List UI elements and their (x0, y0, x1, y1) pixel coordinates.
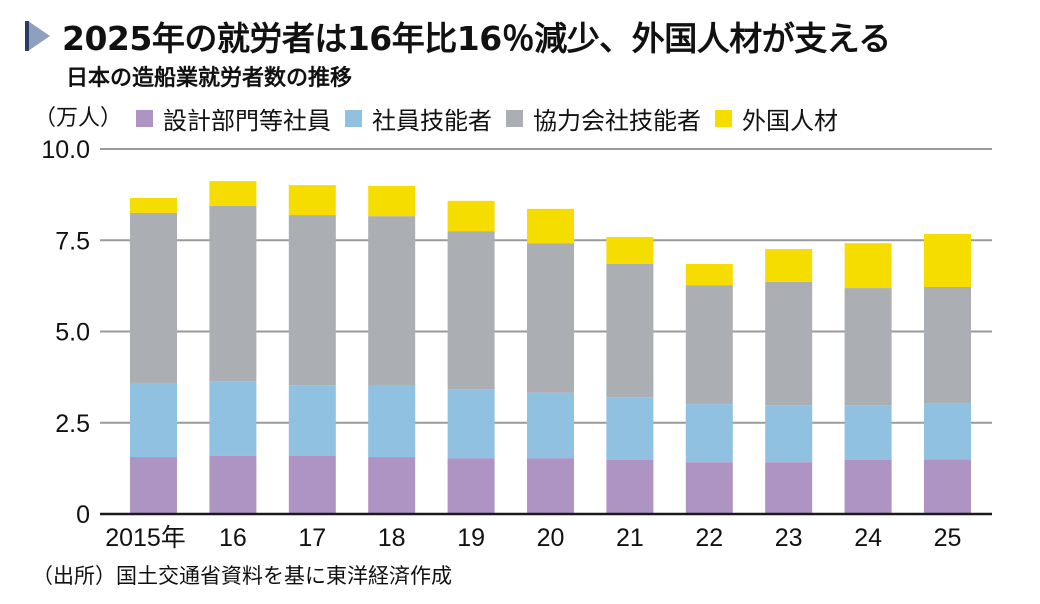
x-tick-label: 23 (775, 524, 803, 552)
bar-segment (606, 459, 654, 514)
bar-segment (527, 243, 574, 393)
bar-segment (844, 459, 892, 514)
y-tick-label: 10.0 (41, 136, 90, 164)
title-row: 2025年の就労者は16年比16％減少、外国人材が支える (25, 14, 891, 58)
bar-segment (130, 212, 177, 383)
x-tick-label: 24 (854, 524, 882, 552)
bar-segment (209, 181, 257, 206)
bar-segment (685, 462, 733, 514)
legend-item-employee-technicians: 社員技能者 (345, 101, 492, 136)
legend-swatch-subcontractor-technicians (506, 110, 523, 127)
bar-stack-0 (130, 197, 177, 514)
y-axis-unit-label: （万人） (34, 106, 123, 131)
y-tick-label: 0 (76, 501, 90, 529)
legend-item-design-staff: 設計部門等社員 (136, 101, 331, 136)
y-tick-label: 5.0 (55, 319, 90, 347)
bar-segment (924, 403, 971, 460)
bar-stack-8 (765, 249, 813, 514)
bar-segment (765, 281, 813, 406)
bar-segment (685, 404, 733, 463)
x-tick-label: 21 (616, 524, 644, 552)
legend-label: 社員技能者 (372, 107, 492, 135)
x-tick-label: 20 (537, 524, 565, 552)
bar-segment (527, 392, 574, 459)
bar-stack-6 (606, 236, 654, 514)
bar-segment (765, 462, 813, 514)
bar-segment (924, 286, 971, 404)
bar-segment (924, 459, 971, 514)
bar-segment (209, 455, 257, 514)
x-tick-label: 19 (457, 524, 485, 552)
bar-stack-3 (368, 185, 416, 514)
bar-segment (606, 263, 654, 398)
y-tick-label: 2.5 (55, 410, 90, 438)
legend-label: 設計部門等社員 (163, 107, 331, 135)
legend-swatch-employee-technicians (345, 110, 362, 127)
triangle-marker-icon (25, 21, 50, 51)
bar-segment (924, 234, 971, 287)
bar-segment (447, 231, 495, 390)
bar-segment (368, 216, 416, 386)
bar-segment (209, 205, 257, 382)
bar-segment (527, 458, 574, 514)
bar-stack-10 (924, 234, 971, 514)
bar-segment (765, 249, 813, 282)
bar-segment (685, 285, 733, 405)
bar-segment (844, 405, 892, 460)
bar-segment (447, 458, 495, 514)
legend-item-foreign-workers: 外国人材 (715, 101, 838, 136)
bar-stack-2 (288, 185, 336, 514)
legend-swatch-design-staff (136, 110, 153, 127)
bar-segment (130, 457, 177, 514)
legend-swatch-foreign-workers (715, 110, 732, 127)
bar-segment (765, 405, 813, 463)
bar-segment (685, 263, 733, 286)
bar-segment (130, 382, 177, 458)
chart-headline: 2025年の就労者は16年比16％減少、外国人材が支える (62, 19, 891, 58)
bar-segment (209, 381, 257, 456)
bar-segment (130, 197, 177, 213)
legend-label: 外国人材 (742, 107, 838, 135)
bar-segment (368, 185, 416, 217)
bar-stack-5 (527, 208, 574, 514)
x-tick-label: 22 (695, 524, 723, 552)
y-tick-label: 7.5 (55, 227, 90, 255)
legend-label: 協力会社技能者 (533, 107, 701, 135)
bar-segment (288, 455, 336, 514)
x-tick-label: 25 (934, 524, 962, 552)
x-tick-label: 18 (378, 524, 406, 552)
bar-stack-7 (685, 263, 733, 514)
bars (130, 181, 971, 514)
x-tick-label: 17 (298, 524, 326, 552)
bar-segment (527, 208, 574, 244)
bar-segment (368, 457, 416, 514)
bar-segment (288, 215, 336, 386)
bar-segment (288, 185, 336, 216)
source-note: （出所）国土交通省資料を基に東洋経済作成 (32, 564, 452, 588)
x-tick-label: 2015年 (105, 524, 186, 552)
chart-subtitle: 日本の造船業就労者数の推移 (66, 66, 353, 91)
bar-segment (606, 236, 654, 264)
legend: 設計部門等社員 社員技能者 協力会社技能者 外国人材 (136, 101, 852, 136)
bar-segment (844, 243, 892, 289)
bar-segment (447, 389, 495, 459)
tick-labels: 0 2.5 5.0 7.5 10.0 2015年 16 17 18 19 20 21 22 23 24 25 (41, 136, 961, 552)
bar-segment (288, 385, 336, 456)
bar-segment (606, 397, 654, 460)
bar-stack-4 (447, 200, 495, 514)
bar-stack-9 (844, 243, 892, 514)
legend-item-subcontractor-technicians: 協力会社技能者 (506, 101, 701, 136)
bar-segment (368, 385, 416, 458)
x-tick-label: 16 (219, 524, 247, 552)
bar-stack-1 (209, 181, 257, 514)
bar-segment (447, 200, 495, 232)
bar-segment (844, 288, 892, 406)
